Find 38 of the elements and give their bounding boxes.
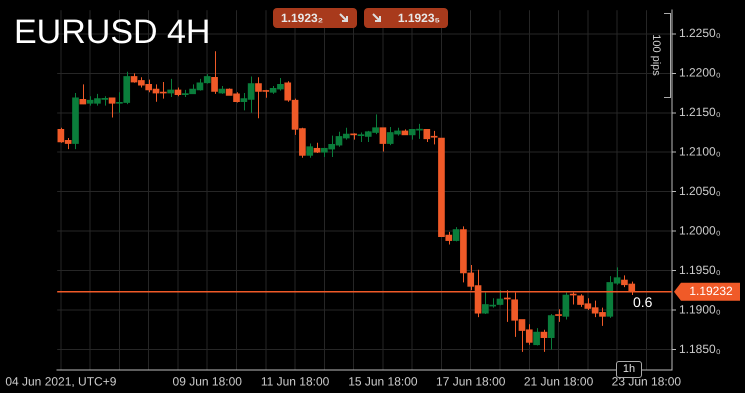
annotation: 1.1923₂ xyxy=(280,11,324,25)
y-tick-label: 1.2000₀ xyxy=(679,223,721,238)
candlestick xyxy=(380,127,386,152)
candlestick xyxy=(496,290,504,306)
candlestick xyxy=(314,142,320,154)
x-tick-label: 21 Jun 18:00 xyxy=(524,374,594,389)
ref-line-label: 1.19232 xyxy=(689,284,734,298)
x-tick-label: 15 Jun 18:00 xyxy=(348,374,418,389)
y-tick-label: 1.2250₀ xyxy=(679,26,721,40)
candlestick xyxy=(306,143,314,158)
chart-title: EURUSD 4H xyxy=(14,12,210,52)
candlestick xyxy=(533,328,540,346)
price-button: 1.1923₅ xyxy=(364,8,448,28)
annotation: 0.6 xyxy=(633,294,652,310)
candlestick xyxy=(548,313,555,350)
annotation: 100 pips xyxy=(649,33,662,78)
x-tick-label: 17 Jun 18:00 xyxy=(436,374,506,389)
candlestick xyxy=(167,78,174,98)
candlestick xyxy=(555,308,562,322)
x-tick-label: 11 Jun 18:00 xyxy=(260,374,330,389)
y-tick-label: 1.1850₀ xyxy=(679,342,721,356)
y-tick-label: 1.2050₀ xyxy=(679,184,721,198)
candlestick xyxy=(452,226,460,242)
x-tick-label: 09 Jun 18:00 xyxy=(172,374,242,389)
candlestick xyxy=(211,50,218,94)
y-tick-label: 1.2200₀ xyxy=(679,66,721,80)
y-tick-label: 1.1950₀ xyxy=(679,262,721,277)
y-tick-label: 1.2100₀ xyxy=(679,144,721,159)
candlestick xyxy=(562,292,570,320)
y-tick-label: 1.1900₀ xyxy=(679,302,721,316)
candlestick xyxy=(108,97,116,118)
x-tick-label: 04 Jun 2021, UTC+9 xyxy=(5,374,117,389)
candlestick xyxy=(540,329,548,352)
annotation: 1.1923₅ xyxy=(398,11,440,25)
candlestick xyxy=(79,84,86,105)
annotation: 1h xyxy=(616,361,642,378)
y-tick-label: 1.2150₀ xyxy=(679,105,721,120)
price-button: 1.1923₂ xyxy=(273,8,357,28)
